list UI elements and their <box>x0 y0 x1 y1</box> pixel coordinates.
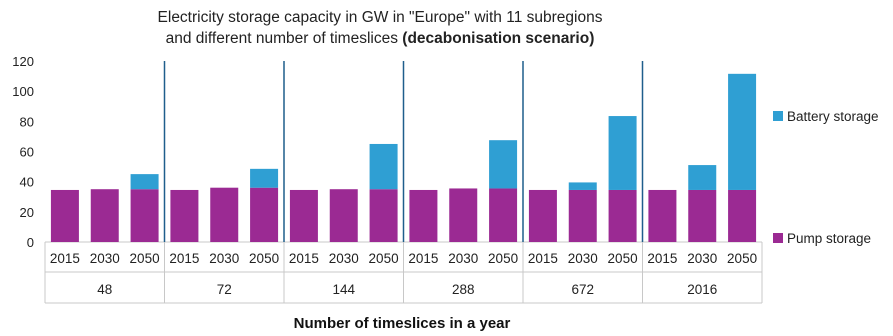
x-tick-label-year: 2050 <box>249 251 279 266</box>
x-tick-label-group: 2016 <box>687 282 717 297</box>
y-tick-label: 40 <box>20 175 34 190</box>
chart-title-scenario: (decabonisation scenario) <box>402 30 595 47</box>
x-tick-label-year: 2050 <box>369 251 399 266</box>
bar-battery-storage <box>568 182 597 190</box>
legend-layer: Battery storage Pump storage <box>773 109 879 246</box>
bar-pump-storage <box>688 189 717 242</box>
bar-pump-storage <box>329 189 358 242</box>
legend-label: Pump storage <box>787 231 871 246</box>
x-tick-label-year: 2030 <box>329 251 359 266</box>
bar-pump-storage <box>170 189 199 242</box>
x-tick-label-group: 48 <box>97 282 112 297</box>
x-tick-label-group: 672 <box>571 282 594 297</box>
x-tick-label-year: 2050 <box>608 251 638 266</box>
y-tick-label: 120 <box>12 54 34 69</box>
bar-pump-storage <box>728 189 757 242</box>
x-tick-label-year: 2015 <box>408 251 438 266</box>
bar-battery-storage <box>489 140 518 189</box>
bar-pump-storage <box>50 189 79 242</box>
x-tick-label-group: 72 <box>217 282 232 297</box>
bar-pump-storage <box>409 189 438 242</box>
y-tick-label: 100 <box>12 84 34 99</box>
x-tick-label-year: 2030 <box>687 251 717 266</box>
x-tick-label-year: 2030 <box>568 251 598 266</box>
bar-pump-storage <box>130 189 159 242</box>
bar-battery-storage <box>130 174 159 190</box>
bar-pump-storage <box>568 189 597 242</box>
bar-battery-storage <box>250 168 279 188</box>
bar-pump-storage <box>449 188 478 242</box>
x-tick-label-year: 2015 <box>169 251 199 266</box>
x-tick-label-year: 2030 <box>209 251 239 266</box>
x-tick-label-year: 2015 <box>289 251 319 266</box>
chart-title-line-1: Electricity storage capacity in GW in "E… <box>0 9 760 27</box>
bar-pump-storage <box>489 188 518 242</box>
legend-pump-storage: Pump storage <box>773 231 871 246</box>
bar-battery-storage <box>688 165 717 190</box>
x-tick-label-year: 2050 <box>727 251 757 266</box>
x-tick-label-group: 288 <box>452 282 475 297</box>
x-tick-label-year: 2030 <box>448 251 478 266</box>
legend-swatch <box>773 233 783 243</box>
bar-battery-storage <box>369 143 398 190</box>
chart-title-line-2: and different number of timeslices (deca… <box>0 30 760 48</box>
x-axis-title: Number of timeslices in a year <box>294 315 511 332</box>
y-tick-label: 60 <box>20 145 34 160</box>
bars-layer <box>50 73 757 242</box>
y-tick-label: 80 <box>20 114 34 129</box>
bar-pump-storage <box>250 187 279 242</box>
bar-pump-storage <box>90 189 119 242</box>
legend-label: Battery storage <box>787 109 879 124</box>
x-tick-label-year: 2015 <box>528 251 558 266</box>
bar-pump-storage <box>289 189 318 242</box>
y-tick-label: 20 <box>20 205 34 220</box>
x-tick-label-year: 2015 <box>647 251 677 266</box>
x-tick-label-year: 2015 <box>50 251 80 266</box>
bar-battery-storage <box>608 116 637 190</box>
bar-pump-storage <box>608 189 637 242</box>
axes-layer <box>44 61 763 304</box>
bar-pump-storage <box>369 189 398 242</box>
chart-title-text-1: Electricity storage capacity in GW in "E… <box>157 9 603 26</box>
x-tick-label-year: 2050 <box>488 251 518 266</box>
x-tick-label-group: 144 <box>332 282 355 297</box>
chart-title-text-2: and different number of timeslices <box>165 30 403 47</box>
legend-swatch <box>773 111 783 121</box>
x-tick-label-year: 2050 <box>130 251 160 266</box>
bar-pump-storage <box>648 189 677 242</box>
y-tick-label: 0 <box>27 235 34 250</box>
bar-battery-storage <box>728 73 757 190</box>
labels-layer: 0 20 40 60 80 100 120 2015 2030 2050 48 2015 2030 205… <box>12 54 757 297</box>
legend-battery-storage: Battery storage <box>773 109 879 124</box>
x-tick-label-year: 2030 <box>90 251 120 266</box>
bar-pump-storage <box>528 189 557 242</box>
bar-pump-storage <box>210 187 239 242</box>
